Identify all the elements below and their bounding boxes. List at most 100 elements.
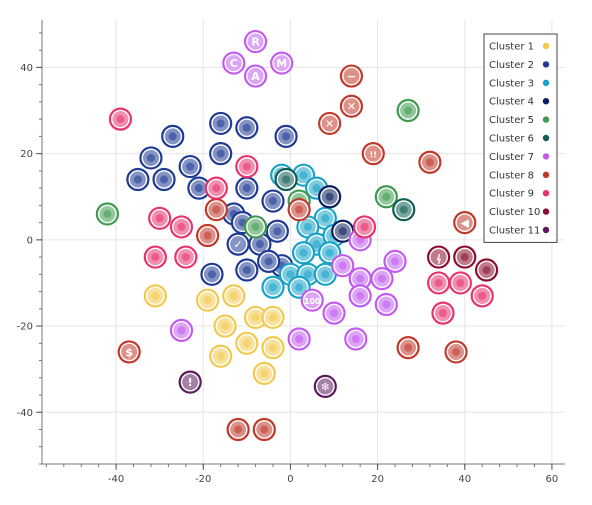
point-crescent-moon-icon (235, 116, 259, 140)
x-tick-label: -20 (195, 474, 211, 485)
point-x-mark-icon: ✕ (318, 111, 342, 136)
point-glyph: ✕ (347, 100, 356, 113)
point-bear-face-icon (213, 314, 237, 338)
legend-marker (542, 61, 550, 68)
point-emoji-face (295, 334, 304, 343)
point-glyph: 𝄞 (436, 253, 441, 264)
axes: -40 -20 0 20 40 60 -40 -20 0 20 40 (17, 20, 565, 485)
point-emoji-face (260, 369, 269, 378)
point-sun-icon (235, 258, 259, 282)
point-snowflake-icon: ❄ (313, 374, 337, 399)
point-bouquet-icon (261, 189, 285, 213)
point-shrimp-icon (139, 146, 163, 170)
point-pensive-icon (383, 249, 407, 273)
point-star-icon (257, 249, 281, 273)
point-emoji-face (181, 253, 190, 262)
point-emoji-face (425, 158, 434, 167)
point-emoji-face (177, 326, 186, 335)
point-emoji-face (133, 175, 142, 184)
legend-marker (542, 98, 550, 105)
point-baseball-icon (287, 327, 311, 351)
point-green-heart-icon (196, 288, 220, 312)
point-emoji-face (286, 270, 295, 279)
point-emoji-face (194, 184, 203, 193)
point-piano-icon (474, 258, 499, 282)
point-sparkling-heart-icon (265, 219, 289, 243)
point-sunglasses-icon (291, 241, 316, 265)
y-tick-label: -20 (17, 322, 33, 333)
point-basketball-icon (243, 305, 268, 330)
point-emoji-face (268, 283, 277, 292)
point-bee-icon (252, 361, 276, 386)
point-emoji-face (321, 270, 330, 279)
point-speaker-icon: ◀ (453, 211, 477, 235)
point-tulip-icon (235, 176, 259, 200)
point-fill (317, 378, 334, 395)
point-emoji-face (151, 253, 160, 262)
point-cocktail-icon (148, 206, 172, 230)
point-glyph: − (347, 70, 356, 83)
point-fill (304, 292, 321, 309)
point-emoji-face (325, 192, 334, 201)
point-fill (182, 374, 199, 391)
point-emoji-face (216, 149, 225, 158)
point-fill (365, 145, 382, 162)
point-glyph: $ (125, 346, 133, 359)
point-jack-o-lantern-icon (374, 185, 398, 209)
point-glyph: ! (188, 376, 193, 389)
point-fill (343, 98, 360, 115)
legend-label: Cluster 1 (489, 42, 534, 53)
legend-marker (542, 153, 550, 160)
point-pizza-icon (108, 107, 133, 131)
point-exclamation-icon: ! (178, 370, 202, 394)
point-emoji-face (103, 209, 112, 218)
point-orange-icon (143, 284, 167, 308)
point-letter-R-icon: R (243, 29, 268, 54)
point-fries-icon (204, 176, 228, 200)
point-emoji-face (203, 296, 212, 305)
point-emoji-face (482, 266, 491, 275)
point-football-icon (235, 331, 259, 355)
point-dollar-icon: $ (117, 340, 141, 364)
legend-marker (542, 42, 550, 50)
point-glyph: A (251, 70, 260, 83)
point-minus-icon: − (339, 64, 364, 88)
legend-marker (542, 226, 550, 234)
point-clapper-icon (396, 336, 420, 360)
point-emoji-face (382, 192, 391, 201)
point-emoji-face (438, 309, 447, 318)
point-emoji-face (221, 322, 230, 331)
point-apple-icon (204, 198, 228, 222)
legend-marker (542, 116, 550, 123)
point-double-exclamation-icon: !! (361, 142, 385, 166)
point-ghost-icon (392, 198, 416, 222)
point-yellow-heart-icon (222, 284, 246, 308)
point-crying-laughing-icon (396, 98, 420, 123)
point-emoji-face (321, 214, 330, 223)
point-emoji-face (255, 240, 264, 249)
legend-label: Cluster 6 (489, 134, 534, 145)
point-emoji-face (325, 248, 334, 257)
point-fork-knife-icon (174, 245, 198, 269)
point-fill (430, 249, 447, 266)
point-glyph: ✓ (234, 238, 243, 251)
x-tick-label: 20 (371, 474, 384, 485)
point-cherry-blossom-icon (187, 176, 211, 200)
point-emoji-face (116, 115, 125, 124)
point-emoji-face (404, 343, 413, 352)
point-poultry-leg-icon (143, 245, 167, 269)
legend-marker (542, 171, 550, 178)
point-emoji-face (356, 274, 365, 283)
point-emoji-face (234, 425, 243, 434)
legend-marker (542, 79, 550, 87)
point-emoji-face (478, 291, 487, 300)
point-tropical-drink-icon (235, 154, 259, 179)
point-emoji-face (268, 343, 277, 352)
point-emoji-face (242, 266, 251, 275)
point-emoji-face (251, 222, 260, 231)
point-wink-icon (243, 215, 268, 239)
x-tick-label: 40 (458, 474, 471, 485)
point-emoji-face (382, 300, 391, 309)
point-hundred-icon: 100 (300, 288, 324, 312)
